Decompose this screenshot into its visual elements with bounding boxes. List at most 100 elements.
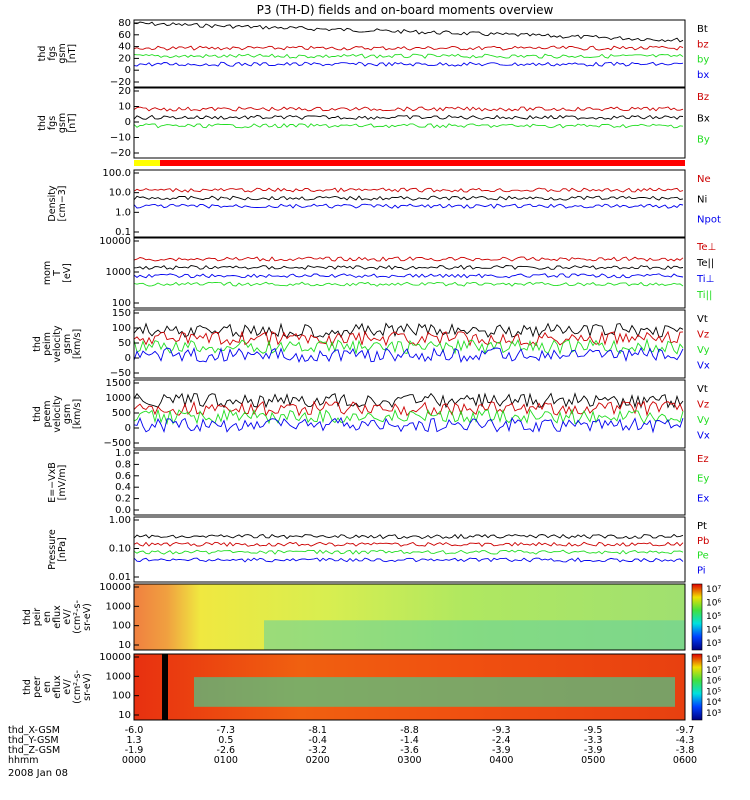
y-tick-label: 500	[112, 408, 131, 419]
axis-row-value: -1.9	[125, 745, 144, 756]
y-tick-label: 40	[118, 42, 131, 53]
colorbar-tick: 10⁶	[706, 677, 721, 687]
y-tick-label: 10	[118, 102, 131, 113]
trace-vx	[133, 346, 684, 364]
panel-frame	[133, 87, 686, 159]
axis-row-value: -3.6	[400, 745, 419, 756]
axis-row-value: -8.1	[308, 725, 327, 736]
y-tick-label: 80	[118, 18, 131, 29]
trace-ne	[133, 187, 684, 193]
y-axis-label: (cm²-s-	[72, 600, 83, 634]
panel-2: 20 10 0 −10 −20 thd fgs gsm [nT] Bz Bx By	[37, 86, 710, 159]
y-axis-label: (cm²-s-	[72, 670, 83, 704]
legend-ey: Ey	[697, 474, 709, 485]
mode-bar-slow	[134, 160, 160, 166]
y-axis-label: peem	[42, 401, 53, 428]
axis-row-value: -3.9	[584, 745, 603, 756]
axis-row-value: 0500	[581, 755, 605, 766]
trace-vt	[133, 392, 684, 409]
legend-pi: Pi	[697, 565, 706, 576]
legend-ti⊥: Ti⊥	[696, 274, 714, 285]
panel-4: 10000 1000 100 mom T [eV] Te⊥ Te|| Ti⊥ Ti||	[42, 236, 716, 309]
y-tick-label: 100	[112, 323, 131, 334]
trace-pt	[133, 533, 684, 540]
y-tick-label: 0.8	[115, 459, 131, 470]
trace-vz	[133, 330, 684, 347]
axis-row-label: hhmm	[8, 755, 39, 766]
y-axis-label: thd	[37, 46, 48, 62]
axis-row-value: -2.4	[492, 735, 511, 746]
y-tick-label: 20	[118, 53, 131, 64]
y-axis-label: sr-eV)	[82, 603, 93, 631]
axis-row-value: 0.5	[218, 735, 233, 746]
colorbar	[691, 583, 703, 651]
trace-ti⊥	[133, 273, 684, 279]
y-tick-label: 0	[125, 423, 131, 434]
axis-row-value: -3.2	[308, 745, 327, 756]
y-tick-label: 60	[118, 30, 131, 41]
y-tick-label: 10000	[99, 652, 131, 663]
colorbar-tick: 10³	[706, 709, 721, 719]
axis-row-label: thd_Y-GSM	[8, 735, 59, 746]
trace-ti||	[133, 281, 684, 287]
y-tick-label: 0.4	[115, 482, 131, 493]
y-axis-label: sr-eV)	[82, 673, 93, 701]
colorbar-tick: 10⁶	[706, 599, 721, 609]
colorbar-tick: 10⁴	[706, 698, 721, 708]
legend-vy: Vy	[697, 345, 710, 356]
axis-row-value: 0000	[122, 755, 146, 766]
y-tick-label: 1000	[106, 267, 131, 278]
legend-ez: Ez	[697, 454, 709, 465]
y-tick-label: 1500	[106, 378, 131, 389]
colorbar-tick: 10⁵	[706, 687, 721, 697]
y-axis-label: Density	[47, 185, 58, 221]
trace-bt	[133, 21, 684, 43]
spectrogram-low-energy-band	[264, 620, 685, 650]
y-tick-label: 0.10	[109, 544, 131, 555]
axis-row-label: thd_Z-GSM	[8, 745, 60, 756]
y-tick-label: 0	[125, 117, 131, 128]
y-tick-label: 0.6	[115, 471, 131, 482]
y-tick-label: 0.2	[115, 494, 131, 505]
legend-te⊥: Te⊥	[696, 242, 716, 253]
axis-row-value: -3.8	[676, 745, 695, 756]
y-tick-label: 0	[125, 353, 131, 364]
legend-bx: Bx	[697, 113, 710, 124]
axis-row-value: -0.4	[308, 735, 327, 746]
y-axis-label: en	[42, 611, 53, 623]
y-tick-label: 10	[118, 710, 131, 721]
panel-frame	[133, 583, 686, 651]
axis-row-value: -3.9	[492, 745, 511, 756]
y-tick-label: 0.1	[115, 227, 131, 238]
trace-te||	[133, 264, 684, 270]
legend-ni: Ni	[697, 194, 707, 205]
y-axis-label: eflux	[52, 605, 63, 629]
y-tick-label: 1000	[106, 601, 131, 612]
panel-5: 150 100 50 0 −50 thd peim velocity gsm [km/s] Vt Vz…	[32, 308, 710, 379]
legend-vt: Vt	[697, 384, 708, 395]
trace-pe	[133, 549, 684, 555]
y-axis-label: [km/s]	[72, 399, 83, 429]
y-tick-label: −50	[110, 368, 131, 379]
y-axis-label: [nPa]	[57, 537, 68, 562]
y-axis-label: gsm	[57, 113, 68, 133]
axis-row-value: 0200	[306, 755, 330, 766]
legend-vz: Vz	[697, 400, 709, 411]
y-axis-label: [km/s]	[72, 329, 83, 359]
trace-vx	[133, 416, 684, 434]
panel-frame	[133, 169, 686, 238]
y-axis-label: [eV]	[62, 263, 73, 283]
panel-7: 1.00.80.60.40.20.0 E=−VxB [mV/m] Ez Ey Ex	[47, 448, 709, 516]
legend-bz: Bz	[697, 92, 709, 103]
axis-row-value: -2.6	[217, 745, 236, 756]
y-tick-label: 100.0	[102, 168, 131, 179]
y-axis-label: [nT]	[67, 113, 78, 132]
panel-frame	[133, 309, 686, 379]
legend-ex: Ex	[697, 493, 709, 504]
y-axis-label: gsm	[57, 43, 68, 63]
y-axis-label: gsm	[62, 334, 73, 354]
axis-row-value: -1.4	[400, 735, 419, 746]
axis-row-value: -9.3	[492, 725, 511, 736]
trace-ni	[133, 195, 684, 201]
y-axis-label: gsm	[62, 404, 73, 424]
